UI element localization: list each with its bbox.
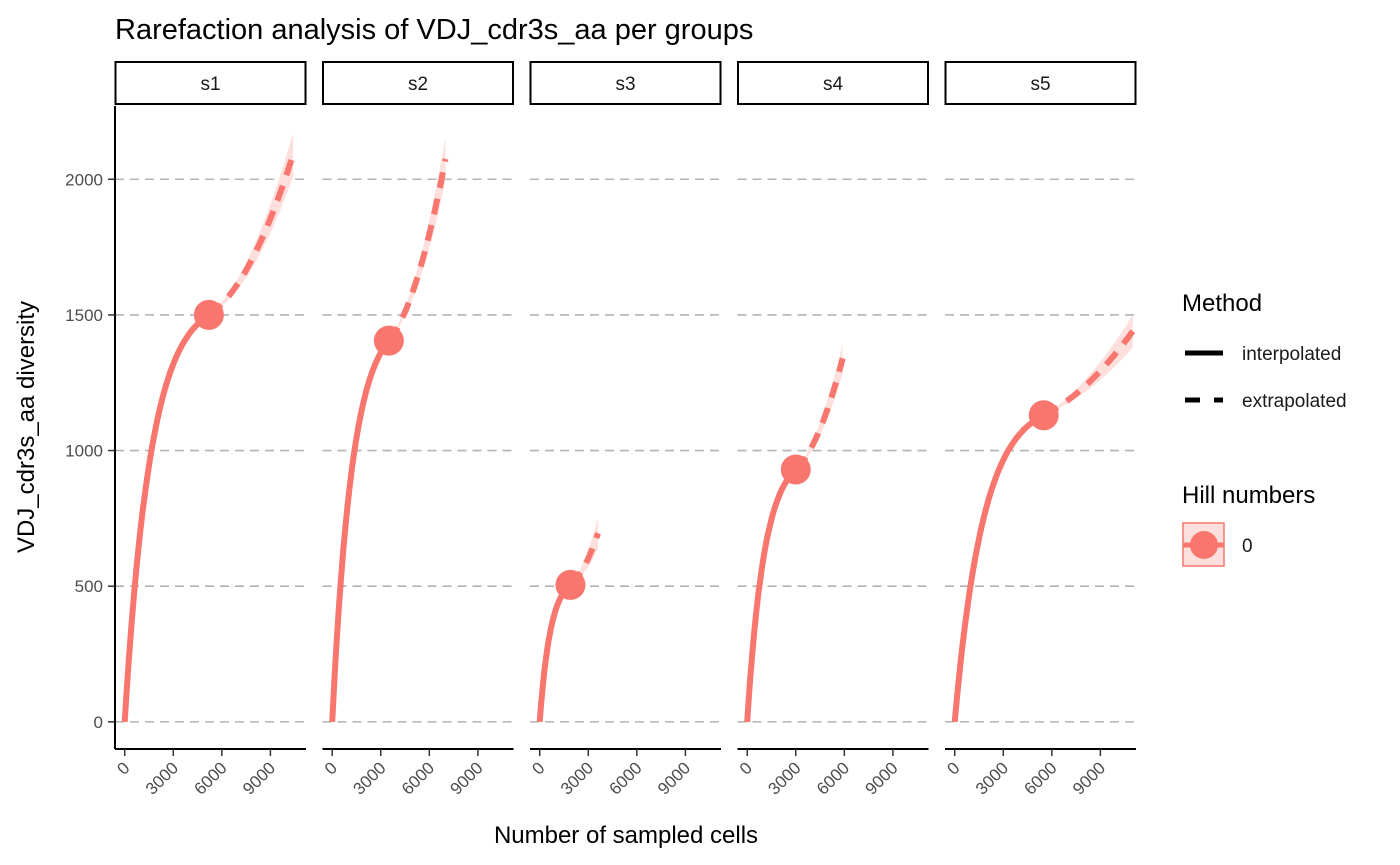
y-tick-label: 1500 (65, 306, 103, 325)
x-tick-label: 9000 (1069, 758, 1109, 798)
interpolated-line (951, 412, 1046, 723)
facet-strip-label: s3 (615, 74, 635, 95)
x-tick-label: 0 (943, 758, 963, 778)
facet-s3: s3 0 3000 6000 9000 (528, 61, 722, 799)
observed-point (1028, 400, 1059, 431)
observed-point (555, 569, 586, 600)
facet-strip (529, 61, 722, 105)
extrapolated-line (386, 158, 449, 343)
x-tick-label: 9000 (654, 758, 694, 798)
x-tick-label: 3000 (349, 758, 389, 798)
observed-point (373, 325, 404, 356)
y-tick-label: 2000 (65, 170, 103, 189)
x-axis-title: Number of sampled cells (494, 822, 758, 849)
x-tick-label: 6000 (605, 758, 645, 798)
facet-s2: s2 0 3000 6000 9000 (321, 61, 514, 799)
x-tick-label: 9000 (239, 758, 279, 798)
x-tick-label: 6000 (398, 758, 438, 798)
chart-title: Rarefaction analysis of VDJ_cdr3s_aa per… (115, 14, 753, 46)
facet-s5: s5 0 3000 6000 9000 (943, 61, 1137, 799)
facet-strip-label: s4 (823, 74, 844, 95)
confidence-band (388, 137, 446, 341)
facet-strip (114, 61, 307, 105)
extrapolated-line (1042, 329, 1136, 418)
legend-extrapolated-label: extrapolated (1242, 391, 1347, 412)
facet-strip-label: s5 (1030, 74, 1050, 95)
legend-method-title: Method (1182, 290, 1262, 317)
x-tick-label: 0 (113, 758, 133, 778)
facet-strip (737, 61, 929, 105)
legend-hill-label: 0 (1242, 536, 1253, 557)
confidence-band (208, 133, 294, 315)
facet-s1: s1 0 3000 6000 9000 (113, 61, 307, 799)
x-tick-label: 9000 (447, 758, 487, 798)
facet-strip (322, 61, 514, 105)
x-tick-label: 3000 (972, 758, 1012, 798)
x-tick-label: 3000 (142, 758, 182, 798)
x-tick-label: 0 (736, 758, 756, 778)
extrapolated-line (207, 153, 296, 318)
interpolated-line (744, 467, 798, 723)
y-axis-title: VDJ_cdr3s_aa diversity (13, 301, 40, 553)
observed-point (193, 299, 224, 330)
observed-point (780, 454, 811, 485)
legend-hill-key-point (1190, 531, 1218, 559)
legend: Method interpolated extrapolated Hill nu… (1182, 290, 1347, 567)
y-axis: 0 500 1000 1500 2000 (65, 106, 116, 749)
x-tick-label: 6000 (190, 758, 230, 798)
x-tick-label: 3000 (764, 758, 804, 798)
confidence-band (1043, 314, 1133, 416)
legend-interpolated-label: interpolated (1242, 344, 1341, 365)
x-tick-label: 3000 (557, 758, 597, 798)
x-tick-label: 9000 (862, 758, 902, 798)
facet-strip-label: s1 (200, 74, 220, 95)
interpolated-line (536, 582, 573, 723)
x-tick-label: 6000 (1020, 758, 1060, 798)
facet-strip (944, 61, 1137, 105)
interpolated-line (121, 312, 211, 723)
x-tick-label: 6000 (813, 758, 853, 798)
interpolated-line (329, 338, 392, 723)
facet-strip-label: s2 (408, 74, 428, 95)
y-tick-label: 500 (75, 577, 103, 596)
x-tick-label: 0 (528, 758, 548, 778)
facet-s4: s4 0 3000 6000 9000 (736, 61, 929, 799)
x-tick-label: 0 (321, 758, 341, 778)
y-tick-label: 1000 (65, 442, 103, 461)
legend-hill-title: Hill numbers (1182, 482, 1315, 509)
y-tick-label: 0 (94, 713, 103, 732)
